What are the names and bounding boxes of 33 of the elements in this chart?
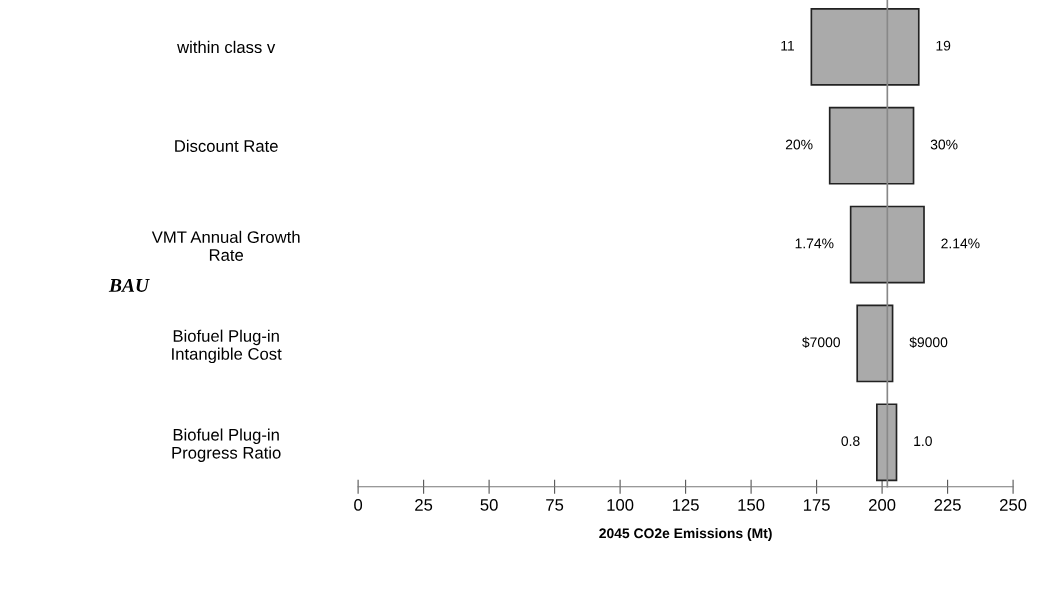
x-tick-label: 175 (803, 499, 830, 511)
x-tick-label: 100 (607, 499, 634, 511)
bar (828, 106, 915, 185)
y-tick-label: VMT Annual Growth Rate (151, 230, 300, 261)
x-tick-label: 50 (480, 499, 498, 511)
bar (849, 205, 925, 284)
x-axis-title: 2045 CO2e Emissions (Mt) (599, 528, 772, 541)
x-tick-label: 75 (546, 499, 564, 511)
annotation: 19 (936, 40, 951, 51)
y-tick-label: Discount Rate (175, 139, 278, 152)
annotation: $7000 (802, 336, 840, 348)
annotation: 1.0 (914, 436, 932, 447)
annotation: 30% (930, 139, 958, 150)
annotation: 20% (785, 139, 813, 150)
x-tick-label: 0 (354, 499, 363, 511)
annotation: 0.8 (841, 436, 860, 447)
bar (856, 304, 894, 383)
annotation: 1.74% (795, 238, 834, 249)
y-tick-label: within class v (177, 40, 276, 54)
x-tick-label: 225 (934, 499, 961, 511)
x-tick-label: 250 (1000, 499, 1027, 511)
annotation: 2.14% (941, 238, 980, 249)
bar (876, 403, 898, 482)
x-tick-label: 150 (738, 499, 765, 511)
y-tick-label: Biofuel Plug-in Progress Ratio (172, 428, 281, 462)
annotation: 11 (781, 40, 795, 51)
text: BAU (108, 278, 150, 292)
x-tick-label: 200 (869, 499, 896, 511)
y-tick-label: Biofuel Plug-in Intangible Cost (172, 329, 282, 364)
annotation: $9000 (909, 336, 948, 348)
x-tick-label: 25 (415, 499, 433, 511)
x-tick-label: 125 (672, 499, 699, 511)
bar (810, 7, 920, 86)
